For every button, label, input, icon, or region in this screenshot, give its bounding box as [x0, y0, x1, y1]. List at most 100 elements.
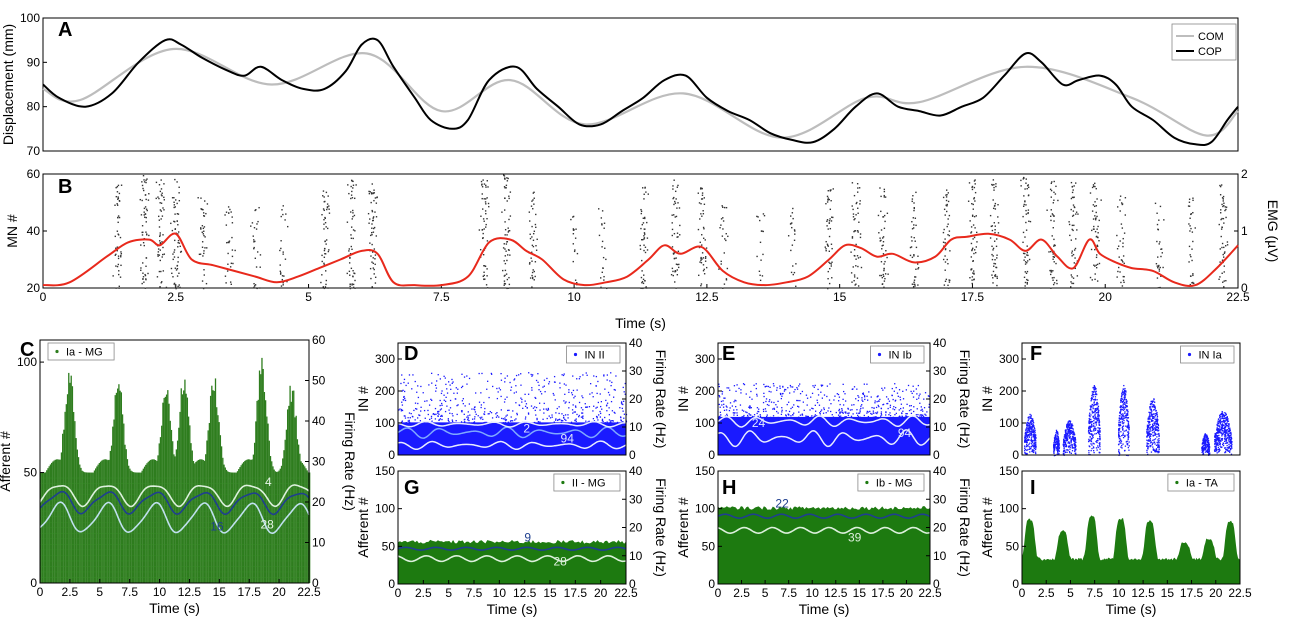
- mn-spike: [726, 267, 729, 270]
- mn-spike: [254, 285, 256, 287]
- mn-spike: [159, 202, 161, 204]
- mn-spike: [504, 234, 506, 236]
- mn-spike: [1122, 255, 1125, 257]
- in-spike: [1123, 417, 1125, 420]
- mn-spike: [179, 245, 181, 248]
- mn-spike: [1026, 278, 1028, 281]
- mn-spike: [142, 272, 144, 274]
- ia-mg-column: [247, 459, 250, 583]
- in-spike: [414, 380, 416, 383]
- mn-spike: [176, 213, 179, 215]
- mn-spike: [506, 254, 509, 256]
- ia-mg-column: [63, 429, 65, 583]
- mn-spike: [601, 240, 604, 243]
- ia-mg-column: [198, 459, 201, 583]
- mn-spike: [722, 287, 724, 289]
- in-spike: [474, 406, 476, 408]
- in-spike: [861, 419, 863, 421]
- in-spike: [416, 391, 418, 393]
- mn-spike: [145, 257, 148, 259]
- in-spike: [1148, 433, 1150, 435]
- in-spike: [840, 417, 843, 419]
- mn-spike: [255, 266, 258, 268]
- in-spike: [1095, 407, 1097, 410]
- in-spike: [1024, 450, 1026, 452]
- mn-spike: [253, 241, 255, 243]
- mn-spike: [1050, 209, 1052, 211]
- mn-spike: [973, 279, 975, 281]
- in-spike: [923, 398, 925, 400]
- mn-spike: [1157, 256, 1159, 258]
- in-spike: [1150, 419, 1153, 421]
- in-spike: [1031, 444, 1033, 446]
- in-spike: [902, 407, 905, 409]
- in-spike: [830, 419, 832, 421]
- in-spike: [772, 419, 774, 421]
- in-spike: [718, 418, 720, 420]
- mn-spike: [504, 255, 507, 257]
- in-spike: [1097, 407, 1099, 409]
- in-spike: [564, 418, 566, 421]
- mn-spike: [179, 286, 181, 289]
- ia-mg-column: [161, 425, 163, 583]
- mn-spike: [1023, 203, 1025, 206]
- in-spike: [1032, 424, 1035, 427]
- mn-spike: [825, 248, 827, 250]
- in-spike: [1124, 395, 1126, 397]
- in-spike: [403, 395, 405, 398]
- in-spike: [894, 414, 896, 416]
- mn-spike: [574, 249, 576, 251]
- mn-spike: [1053, 282, 1056, 284]
- mn-spike: [202, 227, 205, 230]
- in-spike: [1155, 420, 1157, 422]
- mn-spike: [534, 275, 536, 278]
- in-spike: [596, 406, 598, 408]
- in-spike: [610, 372, 612, 374]
- ia-mg-column: [242, 462, 245, 583]
- in-spike: [439, 424, 442, 426]
- in-spike: [1024, 445, 1026, 447]
- in-spike: [1158, 450, 1160, 452]
- mn-spike: [198, 253, 201, 256]
- in-spike: [1091, 434, 1093, 436]
- in-spike: [563, 383, 566, 385]
- in-spike: [832, 416, 835, 418]
- in-spike: [870, 412, 872, 415]
- in-spike: [1053, 446, 1055, 448]
- in-spike: [1062, 444, 1065, 446]
- in-spike: [1148, 421, 1150, 423]
- in-spike: [1026, 436, 1029, 438]
- in-spike: [515, 418, 517, 420]
- in-spike: [787, 387, 789, 389]
- mn-spike: [1070, 181, 1073, 184]
- in-spike: [892, 408, 894, 410]
- mn-spike: [911, 240, 913, 242]
- in-spike: [1090, 443, 1092, 445]
- in-spike: [1118, 433, 1120, 435]
- in-spike: [743, 416, 745, 419]
- mn-spike: [120, 251, 122, 253]
- mn-spike: [1094, 248, 1096, 251]
- mn-spike: [1154, 202, 1157, 205]
- ia-mg-column: [197, 459, 200, 583]
- in-spike: [895, 386, 897, 389]
- in-spike: [563, 373, 565, 375]
- ia-mg-column: [46, 470, 48, 583]
- in-spike: [1118, 440, 1121, 443]
- in-spike: [1096, 411, 1098, 414]
- mn-spike: [829, 190, 832, 192]
- in-spike: [809, 409, 811, 411]
- mn-spike: [534, 261, 537, 263]
- in-spike: [1146, 444, 1148, 446]
- ia-mg-column: [58, 459, 60, 583]
- in-spike: [743, 410, 745, 412]
- in-spike: [1120, 440, 1123, 442]
- in-spike: [424, 417, 426, 419]
- mn-spike: [882, 253, 885, 255]
- in-spike: [412, 423, 414, 426]
- in-spike: [1125, 425, 1127, 427]
- in-spike: [1028, 425, 1030, 427]
- ia-mg-column: [186, 397, 189, 583]
- mn-spike: [1192, 282, 1194, 284]
- in-spike: [909, 416, 911, 419]
